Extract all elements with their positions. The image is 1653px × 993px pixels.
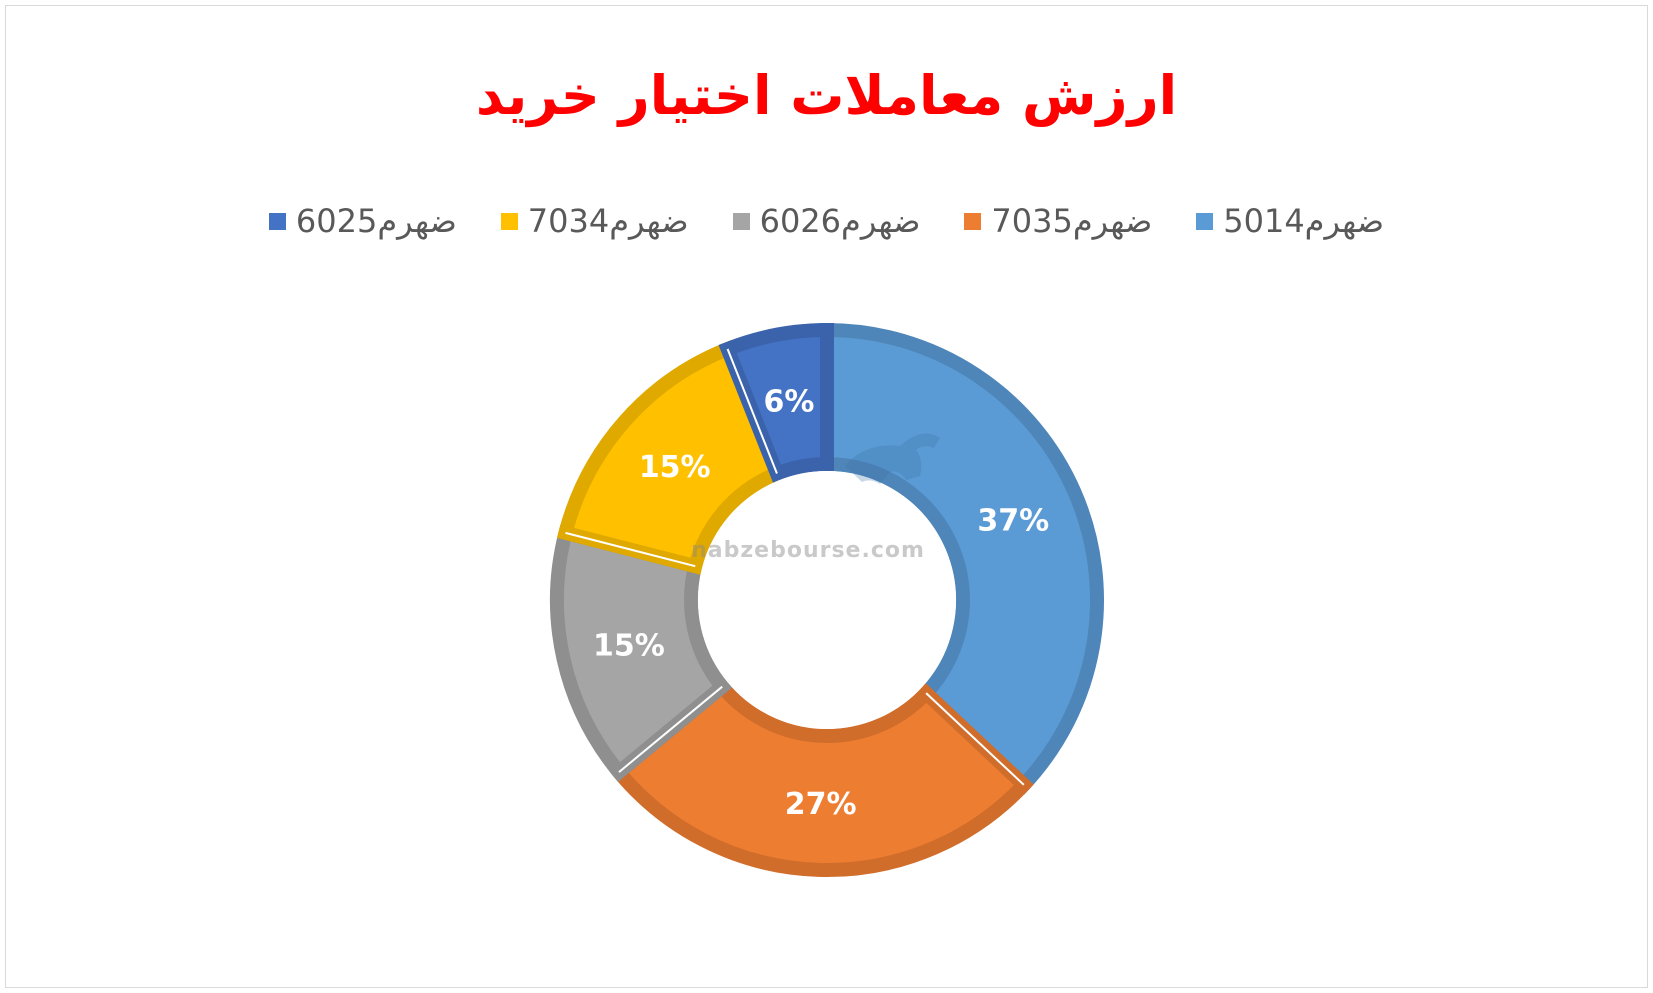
slice-separator bbox=[565, 531, 696, 568]
donut-slices bbox=[550, 322, 1104, 877]
slice-label: 6% bbox=[763, 385, 814, 420]
slice-label: 37% bbox=[977, 503, 1049, 538]
legend-swatch bbox=[500, 212, 518, 230]
watermark-text: nabzebourse.com bbox=[691, 538, 925, 563]
legend-swatch bbox=[268, 212, 286, 230]
donut-slice bbox=[718, 322, 834, 483]
legend-swatch bbox=[1196, 212, 1214, 230]
slice-label: 15% bbox=[593, 628, 665, 663]
legend-item: ضهرم5014 bbox=[1196, 202, 1384, 240]
watermark: nabzebourse.com bbox=[691, 433, 940, 563]
legend: ضهرم6025 ضهرم7034 ضهرم6026 ضهرم7035 ضهرم5014 bbox=[6, 202, 1647, 240]
legend-label: ضهرم5014 bbox=[1223, 202, 1385, 240]
legend-swatch bbox=[964, 212, 982, 230]
donut-hole bbox=[698, 471, 956, 729]
slice-separator bbox=[726, 348, 778, 474]
bull-icon bbox=[845, 433, 940, 484]
legend-label: ضهرم6025 bbox=[295, 202, 457, 240]
slice-label: 27% bbox=[785, 787, 857, 822]
legend-swatch bbox=[732, 212, 750, 230]
slice-separator bbox=[925, 692, 1025, 786]
slice-label: 15% bbox=[639, 450, 711, 485]
legend-item: ضهرم7035 bbox=[964, 202, 1152, 240]
legend-label: ضهرم7035 bbox=[991, 202, 1153, 240]
donut-slice bbox=[820, 322, 1104, 795]
slice-labels: 37% 27% 15% 15% 6% bbox=[593, 385, 1049, 822]
donut-slice bbox=[609, 676, 1034, 877]
legend-item: ضهرم7034 bbox=[500, 202, 689, 240]
legend-label: ضهرم7034 bbox=[527, 202, 689, 240]
legend-label: ضهرم6026 bbox=[759, 202, 921, 240]
slice-separator bbox=[618, 685, 723, 773]
legend-item: ضهرم6025 bbox=[268, 202, 457, 240]
legend-item: ضهرم6026 bbox=[732, 202, 921, 240]
chart-title: ارزش معاملات اختیار خرید bbox=[475, 64, 1178, 127]
